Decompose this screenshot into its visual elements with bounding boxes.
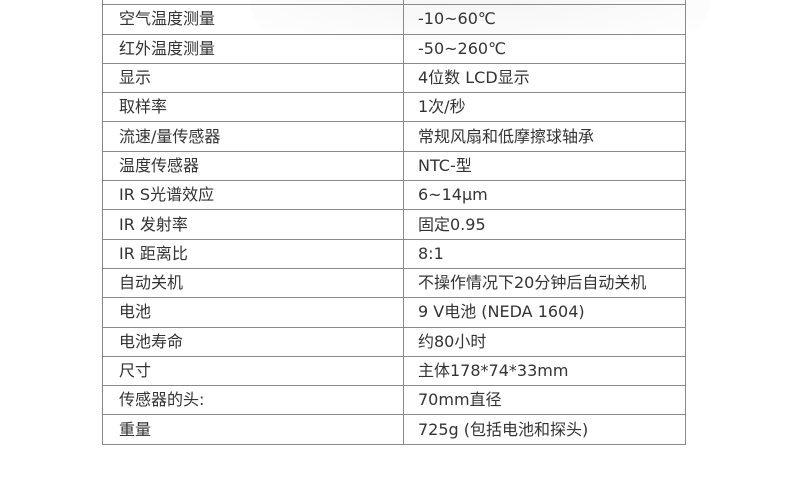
- spec-row: IR 距离比 8:1: [102, 238, 686, 269]
- spec-value: NTC-型: [403, 150, 686, 182]
- spec-row: 温度传感器 NTC-型: [102, 150, 686, 182]
- spec-label: 电池寿命: [102, 326, 404, 357]
- spec-label: IR 发射率: [102, 209, 404, 240]
- spec-label: 空气温度测量: [102, 4, 404, 35]
- spec-row: IR 发射率 固定0.95: [102, 209, 686, 240]
- spec-value: 主体178*74*33mm: [403, 355, 686, 387]
- spec-row: 电池 9 V电池 (NEDA 1604): [102, 297, 686, 328]
- spec-row: 重量 725g (包括电池和探头): [102, 414, 686, 445]
- spec-label: 流速/量传感器: [102, 121, 404, 152]
- spec-table: 空气温度测量 -10~60℃ 红外温度测量 -50~260℃ 显示 4位数 LCD显示 取样…: [102, 0, 686, 445]
- spec-value: 1次/秒: [403, 92, 686, 123]
- spec-row: 空气温度测量 -10~60℃: [102, 4, 686, 35]
- spec-label: IR 距离比: [102, 238, 404, 269]
- spec-label: 取样率: [102, 92, 404, 123]
- spec-value: 725g (包括电池和探头): [403, 414, 686, 445]
- spec-row: 显示 4位数 LCD显示: [102, 62, 686, 94]
- spec-label: 电池: [102, 297, 404, 328]
- spec-value: 不操作情况下20分钟后自动关机: [403, 267, 686, 299]
- spec-row: 电池寿命 约80小时: [102, 326, 686, 357]
- spec-row: IR S光谱效应 6~14μm: [102, 180, 686, 211]
- spec-label: 温度传感器: [102, 150, 404, 182]
- spec-row: 尺寸 主体178*74*33mm: [102, 355, 686, 387]
- spec-label: 传感器的头:: [102, 385, 404, 416]
- spec-value: 4位数 LCD显示: [403, 62, 686, 94]
- spec-label: 自动关机: [102, 267, 404, 299]
- spec-value: 9 V电池 (NEDA 1604): [403, 297, 686, 328]
- spec-label: 尺寸: [102, 355, 404, 387]
- spec-row: 红外温度测量 -50~260℃: [102, 33, 686, 64]
- spec-label: 显示: [102, 62, 404, 94]
- spec-value: -10~60℃: [403, 4, 686, 35]
- spec-value: 常规风扇和低摩擦球轴承: [403, 121, 686, 152]
- spec-value: 约80小时: [403, 326, 686, 357]
- spec-row: 流速/量传感器 常规风扇和低摩擦球轴承: [102, 121, 686, 152]
- spec-row: 自动关机 不操作情况下20分钟后自动关机: [102, 267, 686, 299]
- spec-label: 重量: [102, 414, 404, 445]
- spec-value: 8:1: [403, 238, 686, 269]
- spec-label: IR S光谱效应: [102, 180, 404, 211]
- spec-value: 固定0.95: [403, 209, 686, 240]
- spec-value: -50~260℃: [403, 33, 686, 64]
- spec-row: 传感器的头: 70mm直径: [102, 385, 686, 416]
- spec-value: 6~14μm: [403, 180, 686, 211]
- spec-label: 红外温度测量: [102, 33, 404, 64]
- spec-row: 取样率 1次/秒: [102, 92, 686, 123]
- spec-value: 70mm直径: [403, 385, 686, 416]
